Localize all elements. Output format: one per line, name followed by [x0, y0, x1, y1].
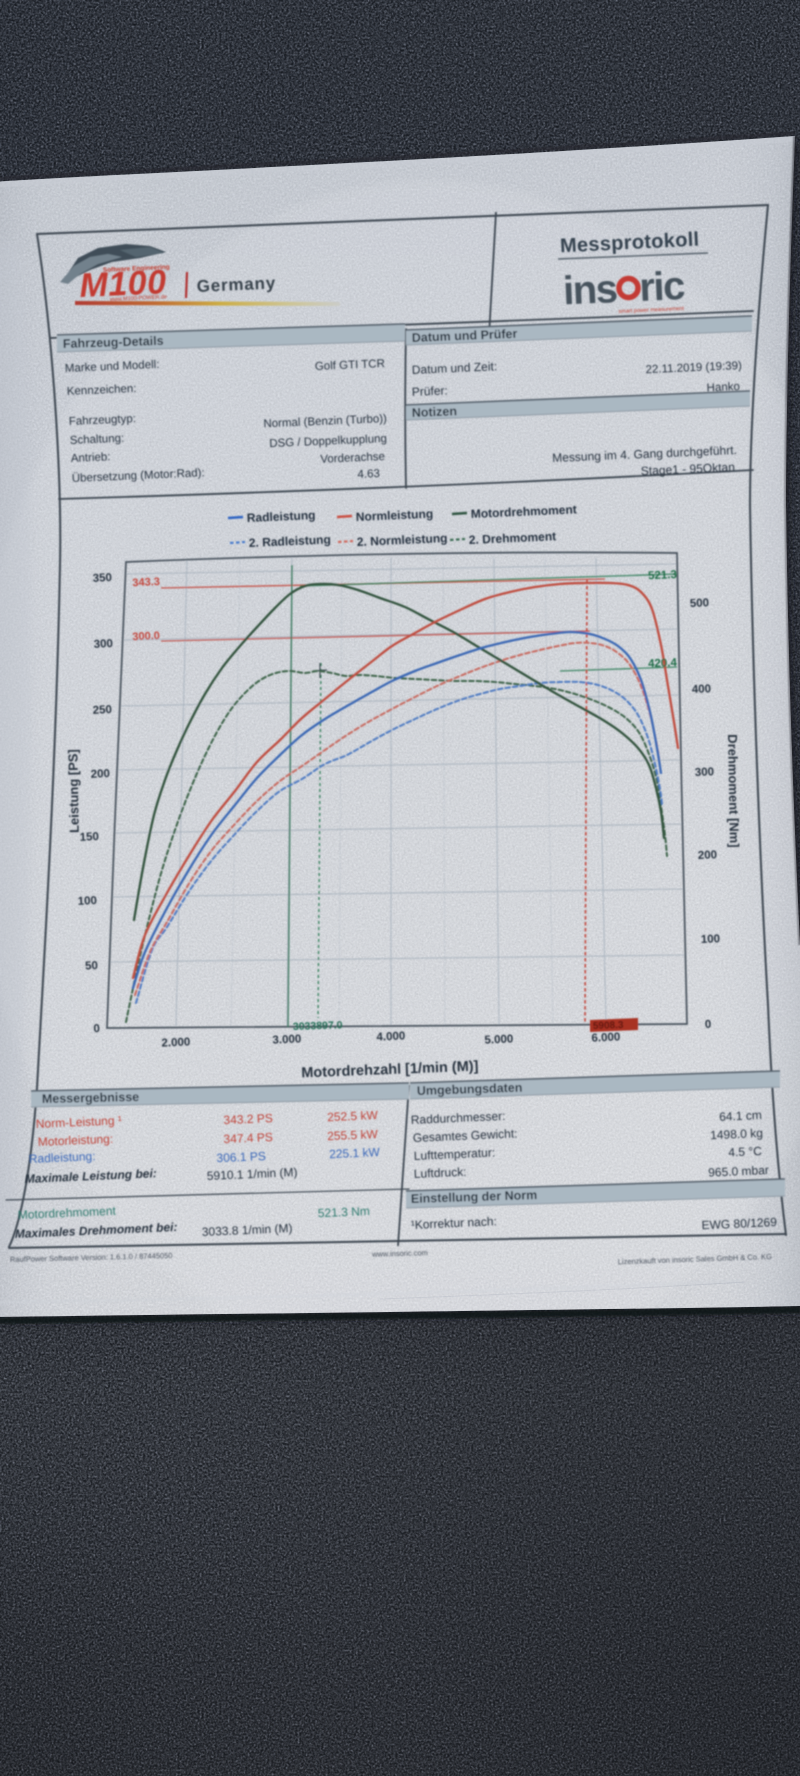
svg-text:Antrieb:: Antrieb:: [71, 451, 111, 465]
svg-text:¹Korrektur nach:: ¹Korrektur nach:: [411, 1214, 498, 1232]
svg-text:343.3: 343.3: [132, 576, 160, 589]
svg-text:5910.1 1/min (M): 5910.1 1/min (M): [207, 1165, 298, 1183]
svg-text:350: 350: [92, 572, 112, 585]
svg-text:300: 300: [93, 638, 113, 651]
svg-text:5908.3: 5908.3: [593, 1020, 624, 1032]
svg-text:www.M100-POWER.de: www.M100-POWER.de: [109, 294, 167, 303]
svg-text:200: 200: [90, 768, 110, 781]
svg-text:Schaltung:: Schaltung:: [70, 433, 125, 447]
svg-text:Datum und Prüfer: Datum und Prüfer: [412, 327, 518, 345]
svg-text:5.000: 5.000: [484, 1033, 513, 1046]
svg-text:M100: M100: [79, 263, 168, 305]
svg-text:0: 0: [705, 1019, 712, 1031]
svg-text:4.000: 4.000: [376, 1030, 405, 1043]
svg-text:Normal (Benzin (Turbo)): Normal (Benzin (Turbo)): [263, 413, 387, 430]
svg-text:Maximale Leistung bei:: Maximale Leistung bei:: [25, 1166, 158, 1186]
svg-text:Germany: Germany: [196, 273, 276, 296]
svg-text:EWG 80/1269: EWG 80/1269: [701, 1215, 777, 1232]
svg-text:250: 250: [92, 704, 112, 717]
svg-text:0: 0: [93, 1023, 100, 1035]
svg-text:Fahrzeug-Details: Fahrzeug-Details: [63, 334, 164, 351]
svg-text:smart power measurement: smart power measurement: [618, 306, 684, 315]
svg-text:200: 200: [698, 849, 718, 862]
svg-text:Stage1 - 95Oktan: Stage1 - 95Oktan: [641, 460, 736, 478]
svg-text:4.63: 4.63: [357, 468, 380, 481]
svg-text:2.000: 2.000: [161, 1036, 190, 1049]
svg-text:Prüfer:: Prüfer:: [412, 383, 449, 399]
svg-text:521.3 Nm: 521.3 Nm: [318, 1204, 371, 1220]
svg-text:Kennzeichen:: Kennzeichen:: [67, 383, 137, 398]
svg-text:2. Normleistung: 2. Normleistung: [357, 531, 448, 549]
svg-text:420.4: 420.4: [648, 657, 678, 670]
svg-text:www.insoric.com: www.insoric.com: [371, 1248, 428, 1259]
svg-text:347.4 PS: 347.4 PS: [223, 1130, 273, 1146]
svg-text:Radleistung: Radleistung: [247, 508, 316, 525]
svg-text:ins: ins: [562, 267, 617, 313]
svg-text:Vorderachse: Vorderachse: [320, 451, 385, 466]
svg-text:Übersetzung (Motor:Rad):: Übersetzung (Motor:Rad):: [72, 467, 205, 485]
svg-text:Raddurchmesser:: Raddurchmesser:: [411, 1109, 506, 1127]
svg-text:300: 300: [695, 766, 715, 779]
svg-text:DSG / Doppelkupplung: DSG / Doppelkupplung: [269, 433, 387, 450]
svg-text:Motordrehmoment: Motordrehmoment: [18, 1204, 117, 1222]
svg-text:2. Drehmoment: 2. Drehmoment: [469, 529, 557, 547]
svg-text:Datum und Zeit:: Datum und Zeit:: [412, 359, 498, 377]
svg-text:Drehmoment [Nm]: Drehmoment [Nm]: [725, 734, 742, 848]
svg-text:100: 100: [77, 895, 97, 908]
svg-text:50: 50: [85, 960, 98, 973]
svg-text:3033897.0: 3033897.0: [293, 1019, 343, 1033]
svg-text:Radleistung:: Radleistung:: [29, 1149, 96, 1166]
svg-text:Software Engineering: Software Engineering: [103, 264, 170, 274]
svg-text:RaufPower Software Version: 1.: RaufPower Software Version: 1.6.1.0 / 87…: [10, 1251, 173, 1264]
svg-text:255.5 kW: 255.5 kW: [327, 1127, 379, 1143]
svg-text:300.0: 300.0: [132, 630, 160, 643]
svg-text:252.5 kW: 252.5 kW: [327, 1108, 379, 1124]
svg-text:6.000: 6.000: [591, 1031, 620, 1044]
svg-text:22.11.2019 (19:39): 22.11.2019 (19:39): [645, 360, 742, 376]
svg-text:Notizen: Notizen: [412, 404, 458, 420]
svg-text:2. Radleistung: 2. Radleistung: [249, 532, 332, 550]
svg-text:Luftdruck:: Luftdruck:: [414, 1165, 467, 1181]
svg-text:521.3: 521.3: [648, 569, 677, 582]
svg-text:100: 100: [701, 933, 721, 946]
svg-text:64.1 cm: 64.1 cm: [719, 1108, 762, 1124]
svg-text:Fahrzeugtyp:: Fahrzeugtyp:: [69, 413, 137, 428]
svg-text:965.0 mbar: 965.0 mbar: [708, 1163, 769, 1180]
svg-text:Motordrehzahl [1/min (M)]: Motordrehzahl [1/min (M)]: [301, 1059, 479, 1082]
svg-text:Marke und Modell:: Marke und Modell:: [65, 359, 160, 375]
svg-text:Einstellung der Norm: Einstellung der Norm: [411, 1188, 538, 1206]
svg-text:400: 400: [692, 683, 712, 696]
svg-text:Umgebungsdaten: Umgebungsdaten: [417, 1081, 523, 1098]
svg-text:Leistung [PS]: Leistung [PS]: [65, 749, 81, 833]
svg-text:306.1 PS: 306.1 PS: [216, 1149, 266, 1165]
svg-text:Norm-Leistung ¹: Norm-Leistung ¹: [36, 1113, 123, 1131]
svg-text:Motordrehmoment: Motordrehmoment: [471, 502, 578, 521]
svg-text:Hanko: Hanko: [706, 381, 740, 394]
svg-text:Messergebnisse: Messergebnisse: [42, 1090, 140, 1106]
svg-text:Lufttemperatur:: Lufttemperatur:: [414, 1145, 496, 1163]
svg-text:3.000: 3.000: [272, 1033, 301, 1046]
svg-text:225.1 kW: 225.1 kW: [329, 1145, 381, 1161]
svg-text:4.5 °C: 4.5 °C: [728, 1144, 762, 1159]
svg-text:Golf GTI TCR: Golf GTI TCR: [315, 358, 386, 373]
svg-text:Normleistung: Normleistung: [356, 507, 434, 524]
svg-text:1498.0 kg: 1498.0 kg: [710, 1126, 763, 1142]
svg-text:343.2 PS: 343.2 PS: [223, 1111, 273, 1127]
svg-text:500: 500: [690, 597, 710, 610]
svg-text:Gesamtes Gewicht:: Gesamtes Gewicht:: [413, 1126, 518, 1145]
svg-text:3033.8 1/min (M): 3033.8 1/min (M): [202, 1221, 293, 1239]
svg-text:ric: ric: [638, 264, 686, 310]
svg-text:Motorleistung:: Motorleistung:: [38, 1132, 114, 1149]
svg-text:150: 150: [79, 831, 99, 844]
